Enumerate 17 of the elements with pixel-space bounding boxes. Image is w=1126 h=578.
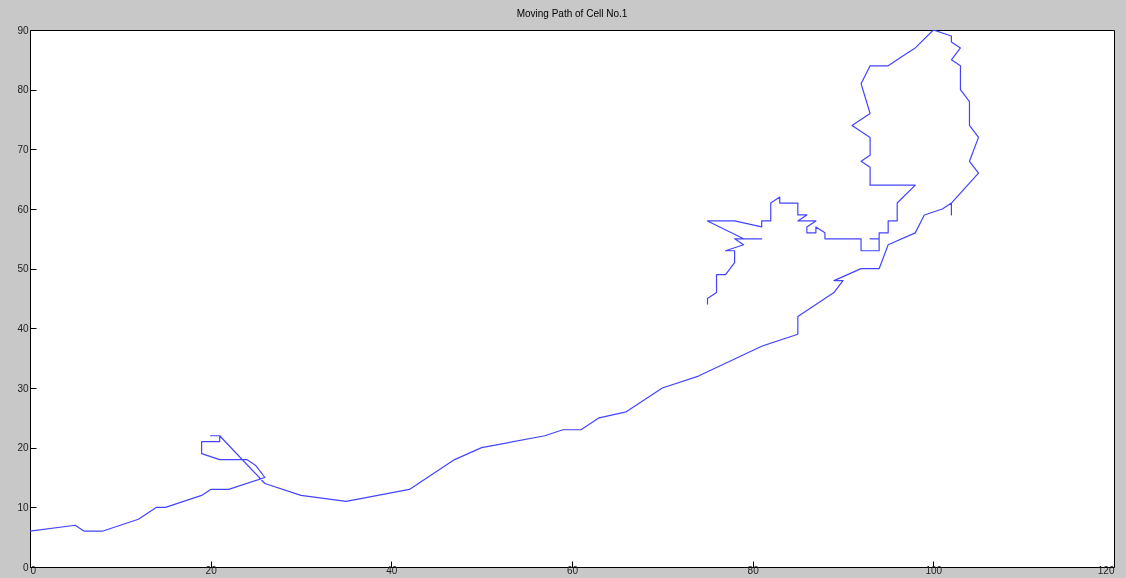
chart-title: Moving Path of Cell No.1 [516, 8, 628, 19]
x-tick-label: 100 [925, 564, 943, 576]
y-tick-label: 60 [17, 203, 29, 215]
y-tick-label: 90 [17, 24, 29, 36]
x-tick-label: 60 [566, 564, 579, 576]
y-tick-label: 50 [17, 263, 29, 275]
y-tick-label: 80 [17, 84, 29, 96]
y-tick-label: 30 [17, 382, 29, 394]
y-tick-label: 20 [17, 442, 29, 454]
line-series [30, 30, 980, 532]
y-tick-label: 70 [17, 143, 29, 155]
x-tick-label: 20 [205, 564, 218, 576]
y-tick-label: 10 [17, 501, 29, 513]
x-tick-label: 40 [386, 564, 398, 576]
x-tick-label: 80 [747, 564, 760, 576]
y-tick-label: 40 [17, 322, 29, 334]
x-tick-label: 120 [1097, 564, 1115, 576]
